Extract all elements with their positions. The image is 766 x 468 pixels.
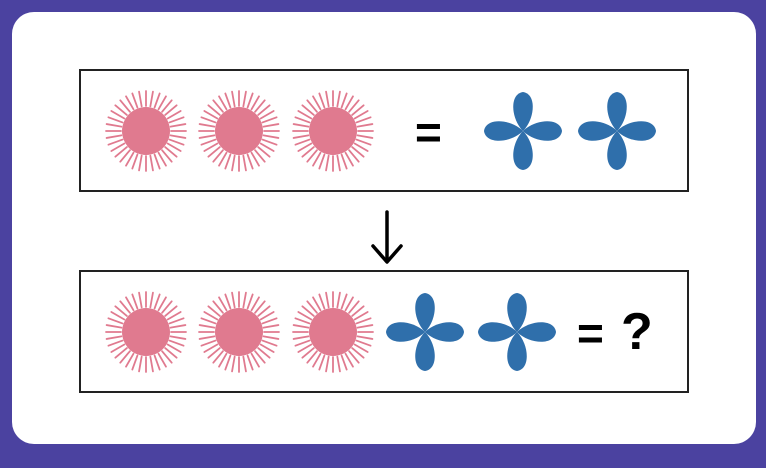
- flower-icon: [481, 89, 565, 173]
- equation-row-2: = ?: [79, 270, 689, 393]
- puzzle-card: = = ?: [12, 12, 756, 444]
- question-mark: ?: [621, 306, 653, 358]
- flower-icon: [475, 290, 559, 374]
- down-arrow-icon: [367, 208, 407, 268]
- flower-icon: [575, 89, 659, 173]
- equals-sign: =: [415, 109, 442, 155]
- equals-sign: =: [577, 310, 604, 356]
- sun-icon: [197, 290, 281, 374]
- equation-row-1: =: [79, 69, 689, 192]
- sun-icon: [291, 89, 375, 173]
- sun-icon: [104, 89, 188, 173]
- sun-icon: [197, 89, 281, 173]
- sun-icon: [291, 290, 375, 374]
- flower-icon: [383, 290, 467, 374]
- sun-icon: [104, 290, 188, 374]
